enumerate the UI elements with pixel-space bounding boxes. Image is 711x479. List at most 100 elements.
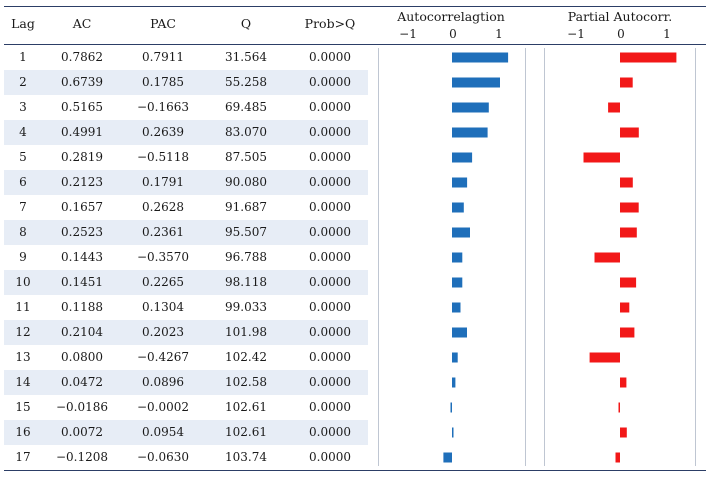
cell-pac: −0.4267	[136, 350, 190, 364]
cell-lag: 1	[19, 50, 27, 64]
table-row-shade	[4, 370, 368, 395]
cell-lag: 13	[15, 350, 31, 364]
cell-pac: 0.1304	[142, 300, 184, 314]
cell-prob: 0.0000	[309, 225, 351, 239]
cell-lag: 2	[19, 75, 27, 89]
header-bottom-rule	[4, 44, 706, 45]
cell-pac: 0.2639	[142, 125, 184, 139]
acf-bar-lag-2	[452, 77, 500, 88]
cell-prob: 0.0000	[309, 125, 351, 139]
pacf-panel-left-border	[544, 48, 545, 466]
pacf-bar-lag-4	[620, 127, 639, 138]
cell-pac: 0.0896	[142, 375, 184, 389]
cell-q: 55.258	[225, 75, 267, 89]
col-header-pac: PAC	[150, 16, 176, 31]
pacf-bar-lag-14	[620, 377, 627, 388]
cell-lag: 10	[15, 275, 31, 289]
pacf-bar-lag-7	[620, 202, 639, 213]
acf-bar-lag-16	[452, 427, 454, 438]
cell-ac: 0.1657	[61, 200, 103, 214]
acf-panel-right-border	[525, 48, 526, 466]
cell-pac: 0.7911	[142, 50, 184, 64]
cell-prob: 0.0000	[309, 350, 351, 364]
cell-q: 91.687	[225, 200, 267, 214]
cell-lag: 8	[19, 225, 27, 239]
cell-prob: 0.0000	[309, 275, 351, 289]
cell-lag: 4	[19, 125, 27, 139]
cell-pac: 0.2023	[142, 325, 184, 339]
cell-prob: 0.0000	[309, 400, 351, 414]
acf-bar-lag-5	[452, 152, 473, 163]
cell-q: 102.61	[225, 400, 267, 414]
acf-bar-lag-1	[452, 52, 509, 63]
pacf-bar-lag-1	[620, 52, 677, 63]
cell-lag: 11	[15, 300, 31, 314]
cell-ac: 0.1443	[61, 250, 103, 264]
cell-prob: 0.0000	[309, 150, 351, 164]
cell-ac: 0.1451	[61, 275, 103, 289]
cell-prob: 0.0000	[309, 100, 351, 114]
cell-q: 87.505	[225, 150, 267, 164]
pacf-bar-lag-17	[615, 452, 620, 463]
cell-lag: 12	[15, 325, 31, 339]
cell-pac: −0.1663	[136, 100, 190, 114]
cell-q: 96.788	[225, 250, 267, 264]
cell-pac: 0.1791	[142, 175, 184, 189]
cell-ac: 0.2819	[61, 150, 103, 164]
acf-tick-neg1: −1	[399, 27, 417, 41]
cell-ac: 0.2123	[61, 175, 103, 189]
cell-q: 31.564	[225, 50, 267, 64]
col-header-lag: Lag	[11, 16, 35, 31]
cell-pac: 0.2628	[142, 200, 184, 214]
cell-q: 101.98	[225, 325, 267, 339]
cell-ac: 0.7862	[61, 50, 103, 64]
cell-prob: 0.0000	[309, 375, 351, 389]
cell-q: 98.118	[225, 275, 267, 289]
cell-lag: 14	[15, 375, 31, 389]
col-header-q: Q	[240, 16, 252, 31]
acf-panel-left-border	[378, 48, 379, 466]
table-row-shade	[4, 320, 368, 345]
cell-pac: −0.0630	[136, 450, 190, 464]
acf-bar-lag-13	[452, 352, 458, 363]
cell-lag: 9	[19, 250, 27, 264]
pacf-tick-neg1: −1	[567, 27, 585, 41]
pacf-bar-lag-5	[583, 152, 620, 163]
table-row-shade	[4, 170, 368, 195]
table-row-shade	[4, 120, 368, 145]
acf-bar-lag-8	[452, 227, 470, 238]
cell-q: 102.61	[225, 425, 267, 439]
table-row-shade	[4, 70, 368, 95]
pacf-tick-0: 0	[617, 27, 625, 41]
table-row-shade	[4, 270, 368, 295]
cell-q: 102.42	[225, 350, 267, 364]
pacf-panel-right-border	[695, 48, 696, 466]
acf-bar-lag-12	[452, 327, 467, 338]
pacf-bar-lag-2	[620, 77, 633, 88]
acf-bar-lag-14	[452, 377, 456, 388]
cell-prob: 0.0000	[309, 300, 351, 314]
acf-bar-lag-15	[450, 402, 452, 413]
acf-bar-lag-17	[443, 452, 452, 463]
cell-lag: 6	[19, 175, 27, 189]
pacf-bar-lag-10	[620, 277, 637, 288]
acf-bar-lag-6	[452, 177, 468, 188]
cell-q: 83.070	[225, 125, 267, 139]
pacf-bar-lag-3	[608, 102, 620, 113]
cell-q: 95.507	[225, 225, 267, 239]
cell-pac: 0.1785	[142, 75, 184, 89]
cell-pac: 0.0954	[142, 425, 184, 439]
cell-ac: −0.1208	[55, 450, 109, 464]
header-top-rule	[4, 6, 706, 7]
acf-bar-lag-7	[452, 202, 464, 213]
cell-ac: 0.0472	[61, 375, 103, 389]
pacf-tick-1: 1	[663, 27, 671, 41]
table-row-shade	[4, 420, 368, 445]
cell-prob: 0.0000	[309, 75, 351, 89]
cell-ac: 0.1188	[61, 300, 103, 314]
acf-bar-lag-9	[452, 252, 463, 263]
acf-bar-lag-10	[452, 277, 463, 288]
acf-chart-title: Autocorrelagtion	[397, 9, 505, 24]
cell-ac: 0.0072	[61, 425, 103, 439]
